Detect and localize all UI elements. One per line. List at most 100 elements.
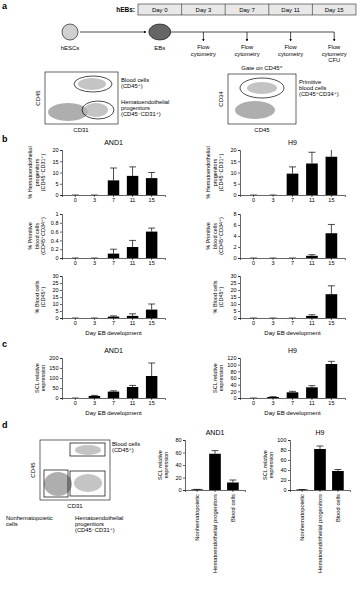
plot-area <box>250 361 337 398</box>
step-label: Flow <box>284 44 297 50</box>
error-bar-cap <box>289 318 296 319</box>
tick: 4 <box>233 233 240 239</box>
x-axis: 0371115 <box>63 398 166 406</box>
y-axis: 05101520 <box>230 147 240 198</box>
tick: 0 <box>233 315 240 321</box>
tick: 0.6 <box>51 229 62 235</box>
tick: 5 <box>55 181 62 187</box>
axis-line <box>60 151 63 196</box>
tick-mark <box>183 490 185 491</box>
tick: 3 <box>93 258 96 266</box>
tick-label: 100 <box>49 375 58 381</box>
tick-mark <box>238 365 240 366</box>
error-bar <box>72 318 79 319</box>
tick: 7 <box>112 318 115 326</box>
chart: 0501001502000371115AND1SCL relativeexpre… <box>34 347 166 416</box>
tick-mark <box>215 490 216 492</box>
chart: 051015200371115AND1% Hematoendothelialpr… <box>27 139 165 203</box>
tick-label: 150 <box>49 365 58 371</box>
error-bar-cap <box>328 224 335 225</box>
x-axis: 0371115 <box>63 258 166 266</box>
tick-label: Nonhematopoietic <box>299 494 305 541</box>
tick: 30 <box>230 273 240 279</box>
flow-density <box>247 82 277 94</box>
plot-area <box>72 228 157 258</box>
bar <box>70 318 81 319</box>
tick: 20 <box>52 287 62 293</box>
arrow <box>334 32 335 41</box>
step-label: cytometry <box>191 51 216 57</box>
tick-mark <box>60 249 62 250</box>
bar <box>306 164 318 196</box>
axis-title: % Primitive <box>205 222 211 250</box>
tick-label: 0.4 <box>51 238 59 244</box>
tick-mark <box>288 480 290 481</box>
bar <box>267 195 279 196</box>
y-axis: 020406080100120 <box>227 355 240 401</box>
tick-label: 0.2 <box>51 246 59 252</box>
error-bar-cap <box>110 168 117 169</box>
tick-mark <box>288 490 290 491</box>
axis-line <box>183 441 186 491</box>
tick: 15 <box>230 294 240 300</box>
tick: 5 <box>233 308 240 314</box>
tick: 3 <box>93 398 96 406</box>
error-bar-stem <box>151 304 152 310</box>
error-bar <box>328 361 335 364</box>
tick: 10 <box>52 170 62 176</box>
chart: 020406080NonhematopoieticHematoendotheli… <box>157 429 246 573</box>
error-bar-cap <box>91 395 98 396</box>
tick-mark <box>183 465 185 466</box>
y-axis: 02468 <box>233 211 240 261</box>
bar <box>287 258 299 259</box>
error-bar-cap <box>91 195 98 196</box>
tick-label: 3 <box>272 197 275 203</box>
tick-label: 8 <box>233 211 236 217</box>
error-bar-cap <box>270 258 277 259</box>
bar <box>326 364 338 398</box>
plot-area <box>72 167 157 195</box>
error-bar-stem <box>320 446 321 449</box>
tick-mark <box>238 258 240 259</box>
error-bar <box>194 489 201 490</box>
error-bar <box>148 304 155 310</box>
tick-mark <box>60 290 62 291</box>
tick-mark <box>337 490 338 492</box>
error-bar <box>308 152 315 163</box>
tick-label: 15 <box>328 400 334 406</box>
tick: 0.2 <box>51 246 62 252</box>
tick: 10 <box>52 301 62 307</box>
tick: 3 <box>93 318 96 326</box>
tick-label: 3 <box>93 197 96 203</box>
bar <box>248 258 260 259</box>
chart-title: H9 <box>288 347 297 354</box>
tick: 100 <box>227 362 240 368</box>
error-bar-cap <box>308 254 315 255</box>
y-axis: 051015202530 <box>230 273 240 321</box>
error-bar <box>250 398 257 399</box>
plot-area <box>250 286 337 318</box>
panel-label: d <box>2 420 8 430</box>
bar <box>287 318 299 319</box>
error-bar <box>250 258 257 259</box>
tick-mark <box>238 173 240 174</box>
axis-title: % Blood cells <box>34 280 40 313</box>
error-bar-stem <box>331 150 332 157</box>
tick-mark <box>238 391 240 392</box>
flow-title: Gate on CD45⁺ <box>241 65 283 71</box>
tick: 20 <box>52 147 62 153</box>
error-bar <box>250 318 257 319</box>
tick-label: 0 <box>74 197 77 203</box>
tick-mark <box>183 440 185 441</box>
tick: 20 <box>175 475 185 481</box>
tick-mark <box>60 150 62 151</box>
axis-title: (CD45⁺CD34⁺) <box>40 217 46 255</box>
tick: 11 <box>309 398 315 406</box>
bar <box>287 392 299 398</box>
error-bar <box>110 315 117 317</box>
chart: 0204060801001200371115H9SCL relativeexpr… <box>212 347 346 416</box>
bar <box>108 180 119 195</box>
axis-line <box>238 359 241 399</box>
tick-mark <box>60 358 62 359</box>
tick-mark <box>238 276 240 277</box>
